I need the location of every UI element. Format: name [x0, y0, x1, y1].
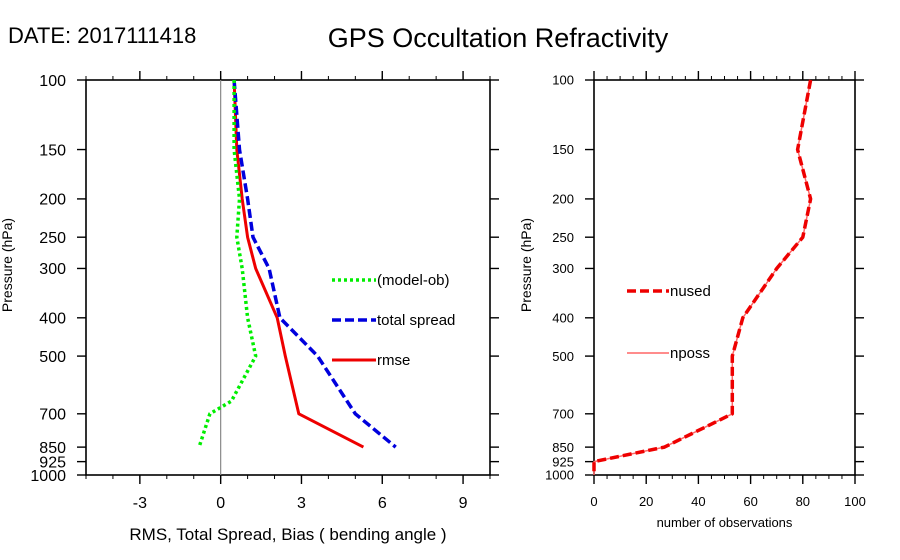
y-tick-label: 150: [39, 142, 66, 159]
y-tick-label: 400: [552, 310, 574, 325]
legend-item: (model-ob): [332, 272, 450, 289]
legend-label: (model-ob): [377, 272, 450, 289]
series-line-nused: [592, 79, 813, 475]
observations-panel: 0 20 40 60 80 100 100 150 200 250 300 400 500 700 8509…: [518, 71, 866, 530]
y-tick-label: 700: [552, 406, 574, 421]
x-tick-label: 0: [590, 494, 597, 509]
y-tick-label: 250: [552, 230, 574, 245]
legend-item: rmse: [332, 352, 410, 369]
y-tick-label: 300: [552, 261, 574, 276]
y-tick-label: 700: [39, 407, 66, 424]
legend-label: nused: [670, 283, 711, 300]
x-tick-label: 9: [459, 495, 468, 512]
y-tick-label: 100: [552, 73, 574, 88]
y-tick-label: 500: [552, 349, 574, 364]
y-tick-label: 200: [39, 192, 66, 209]
y-tick-label: 925: [552, 454, 574, 469]
y-tick-label: 1000: [30, 468, 66, 485]
y-tick-label: 250: [39, 230, 66, 247]
x-tick-label: -3: [133, 495, 147, 512]
series-line-rmse: [232, 79, 365, 449]
legend-label: rmse: [377, 352, 410, 369]
x-tick-label: 80: [796, 494, 810, 509]
plot-frame: [85, 79, 491, 476]
x-tick-label: 60: [743, 494, 757, 509]
y-tick-label: 100: [39, 73, 66, 90]
legend-label: total spread: [377, 312, 455, 329]
x-tick-label: 100: [844, 494, 866, 509]
y-tick-label: 1000: [545, 468, 574, 483]
y-tick-label: 500: [39, 349, 66, 366]
series-line-nposs: [593, 79, 812, 475]
x-axis-label: number of observations: [657, 515, 793, 530]
x-tick-label: 6: [378, 495, 387, 512]
bias-spread-panel: -3 0 3 6 9 100 150 200 250 300 400 500 700 8509251000…: [0, 71, 499, 544]
date-label: DATE: 2017111418: [8, 23, 196, 48]
x-tick-label: 3: [297, 495, 306, 512]
y-axis-label: Pressure (hPa): [0, 218, 15, 312]
y-tick-label: 200: [552, 192, 574, 207]
x-tick-label: 20: [639, 494, 653, 509]
x-axis-label: RMS, Total Spread, Bias ( bending angle …: [129, 525, 446, 544]
legend-item: nposs: [627, 345, 710, 362]
y-tick-label: 925: [39, 454, 66, 471]
legend-item: total spread: [332, 312, 455, 329]
y-axis-label: Pressure (hPa): [518, 218, 534, 312]
y-tick-label: 150: [552, 142, 574, 157]
x-tick-label: 40: [691, 494, 705, 509]
x-tick-label: 0: [216, 495, 225, 512]
y-tick-label: 850: [552, 440, 574, 455]
figure-title: GPS Occultation Refractivity: [328, 23, 669, 53]
y-tick-label: 400: [39, 311, 66, 328]
y-tick-label: 300: [39, 261, 66, 278]
legend-label: nposs: [670, 345, 710, 362]
series-line-model-ob: [197, 80, 258, 448]
y-tick-label: 850: [39, 440, 66, 457]
series-line-total-spread: [232, 79, 397, 449]
legend-item: nused: [627, 283, 711, 300]
